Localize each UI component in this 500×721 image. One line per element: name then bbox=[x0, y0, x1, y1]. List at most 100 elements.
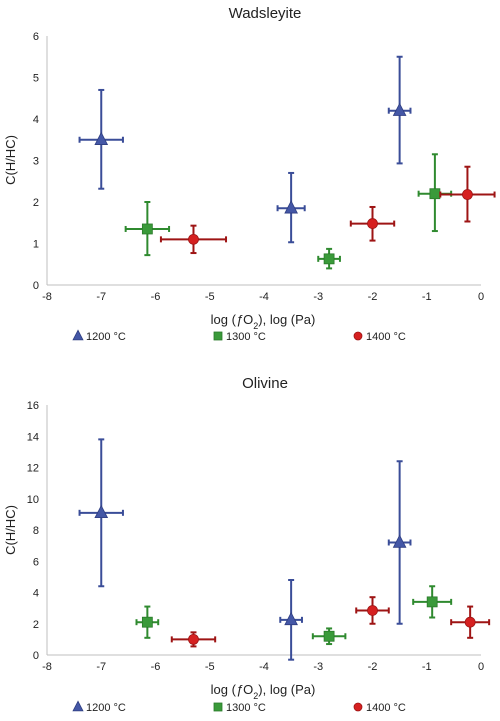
square-marker bbox=[141, 616, 153, 628]
x-tick-label: -1 bbox=[422, 661, 432, 673]
data-point bbox=[317, 247, 341, 270]
data-point bbox=[159, 224, 228, 255]
data-point bbox=[279, 579, 303, 661]
legend-item: 1300 °C bbox=[213, 702, 266, 714]
x-tick-label: 0 bbox=[478, 291, 484, 303]
x-tick-label: -3 bbox=[313, 291, 323, 303]
triangle-marker bbox=[392, 534, 407, 548]
triangle-marker bbox=[284, 200, 298, 214]
legend-label: 1300 °C bbox=[226, 331, 266, 343]
circle-marker bbox=[367, 218, 378, 229]
y-tick-label: 6 bbox=[33, 31, 39, 43]
data-point bbox=[78, 88, 124, 190]
axes: -8 -7 -6 -5 -4 -3 -2 -1 0 0 1 2 3 4 5 6 bbox=[33, 31, 484, 303]
x-tick-label: -3 bbox=[313, 661, 323, 673]
triangle-marker bbox=[392, 102, 407, 116]
legend-label: 1200 °C bbox=[86, 331, 126, 343]
square-marker bbox=[141, 223, 153, 235]
triangle-marker bbox=[94, 131, 109, 145]
legend-item: 1300 °C bbox=[213, 331, 266, 343]
data-point bbox=[170, 631, 217, 648]
y-tick-label: 12 bbox=[27, 463, 39, 475]
x-tick-label: -1 bbox=[422, 291, 432, 303]
data-point bbox=[387, 55, 412, 165]
data-point bbox=[439, 165, 496, 223]
y-axis-label: C(H/HC) bbox=[3, 135, 18, 185]
x-tick-label: -2 bbox=[368, 661, 378, 673]
data-point bbox=[276, 171, 306, 244]
legend: 1200 °C 1300 °C 1400 °C bbox=[72, 329, 406, 343]
x-tick-label: -7 bbox=[96, 291, 106, 303]
data-point bbox=[349, 205, 396, 242]
legend-item: 1400 °C bbox=[353, 702, 406, 714]
y-tick-label: 2 bbox=[33, 619, 39, 631]
circle-marker bbox=[188, 633, 199, 645]
chart-wadsleyite: Wadsleyite C(H/HC) -8 -7 -6 -5 -4 -3 -2 -1 0 0 1 2 3… bbox=[3, 5, 496, 343]
data-point bbox=[417, 153, 453, 233]
square-marker bbox=[323, 630, 335, 642]
square-marker bbox=[426, 596, 438, 608]
data-point bbox=[78, 438, 124, 588]
x-tick-label: -5 bbox=[205, 291, 215, 303]
legend-triangle-icon bbox=[72, 700, 84, 712]
data-point bbox=[135, 605, 160, 639]
x-tick-label: -4 bbox=[259, 661, 269, 673]
legend-label: 1200 °C bbox=[86, 702, 126, 714]
x-tick-label: -2 bbox=[368, 291, 378, 303]
y-tick-label: 0 bbox=[33, 280, 39, 292]
chart-olivine: Olivine C(H/HC) -8 -7 -6 -5 -4 -3 -2 -1 0 0 2 4 6 8 10… bbox=[3, 375, 491, 714]
data-point bbox=[311, 627, 347, 646]
y-tick-label: 2 bbox=[33, 197, 39, 209]
legend-item: 1200 °C bbox=[72, 700, 126, 714]
data-marks bbox=[78, 55, 496, 270]
legend-triangle-icon bbox=[72, 329, 84, 341]
y-tick-label: 16 bbox=[27, 400, 39, 412]
y-tick-label: 4 bbox=[33, 114, 39, 126]
x-tick-label: 0 bbox=[478, 661, 484, 673]
legend-item: 1200 °C bbox=[72, 329, 126, 343]
legend-square-icon bbox=[213, 702, 223, 712]
circle-marker bbox=[464, 616, 476, 628]
data-marks bbox=[78, 438, 491, 661]
y-tick-label: 6 bbox=[33, 556, 39, 568]
triangle-marker bbox=[284, 611, 298, 626]
x-tick-label: -6 bbox=[151, 291, 161, 303]
y-tick-label: 14 bbox=[27, 431, 39, 443]
data-point bbox=[355, 596, 390, 625]
x-tick-label: -8 bbox=[42, 661, 52, 673]
data-point bbox=[124, 201, 171, 257]
y-axis-label: C(H/HC) bbox=[3, 505, 18, 555]
legend-circle-icon bbox=[353, 702, 363, 712]
y-tick-label: 4 bbox=[33, 588, 39, 600]
x-tick-label: -5 bbox=[205, 661, 215, 673]
legend: 1200 °C 1300 °C 1400 °C bbox=[72, 700, 406, 714]
chart-title: Olivine bbox=[242, 375, 288, 392]
axes: -8 -7 -6 -5 -4 -3 -2 -1 0 0 2 4 6 8 10 12 14 16 bbox=[27, 400, 484, 673]
legend-circle-icon bbox=[353, 331, 363, 341]
square-marker bbox=[323, 253, 335, 265]
data-point bbox=[387, 460, 412, 625]
y-tick-label: 0 bbox=[33, 650, 39, 662]
circle-marker bbox=[188, 233, 199, 245]
x-tick-label: -6 bbox=[151, 661, 161, 673]
triangle-marker bbox=[94, 504, 109, 519]
legend-label: 1400 °C bbox=[366, 331, 406, 343]
chart-title: Wadsleyite bbox=[229, 5, 302, 22]
data-point bbox=[412, 585, 453, 619]
legend-square-icon bbox=[213, 331, 223, 341]
data-point bbox=[450, 605, 491, 639]
x-tick-label: -8 bbox=[42, 291, 52, 303]
legend-label: 1400 °C bbox=[366, 702, 406, 714]
x-axis-label: log (ƒO2), log (Pa) bbox=[211, 682, 316, 701]
square-marker bbox=[429, 188, 441, 200]
legend-label: 1300 °C bbox=[226, 702, 266, 714]
circle-marker bbox=[367, 605, 378, 616]
y-tick-label: 10 bbox=[27, 494, 39, 506]
circle-marker bbox=[462, 189, 473, 200]
y-tick-label: 3 bbox=[33, 156, 39, 168]
y-tick-label: 5 bbox=[33, 73, 39, 85]
y-tick-label: 8 bbox=[33, 525, 39, 537]
x-axis-label: log (ƒO2), log (Pa) bbox=[211, 312, 316, 331]
legend-item: 1400 °C bbox=[353, 331, 406, 343]
